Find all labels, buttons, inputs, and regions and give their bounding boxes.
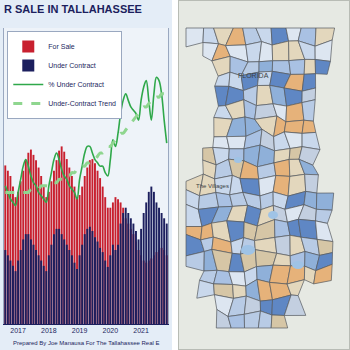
svg-text:For Sale: For Sale: [48, 43, 75, 50]
svg-text:2021: 2021: [133, 327, 149, 334]
svg-text:2020: 2020: [103, 327, 119, 334]
svg-text:R SALE IN TALLAHASSEE: R SALE IN TALLAHASSEE: [4, 3, 142, 15]
svg-text:Prepared By Joe Manausa For Th: Prepared By Joe Manausa For The Tallahas…: [13, 340, 160, 346]
svg-text:FLORIDA: FLORIDA: [238, 72, 269, 79]
svg-text:2019: 2019: [72, 327, 88, 334]
svg-text:% Under Contract: % Under Contract: [48, 81, 104, 88]
svg-text:Under-Contract Trend: Under-Contract Trend: [48, 100, 116, 107]
svg-text:2018: 2018: [41, 327, 57, 334]
svg-text:Under Contract: Under Contract: [48, 62, 96, 69]
svg-text:The Villages: The Villages: [196, 183, 229, 189]
svg-text:2017: 2017: [10, 327, 26, 334]
